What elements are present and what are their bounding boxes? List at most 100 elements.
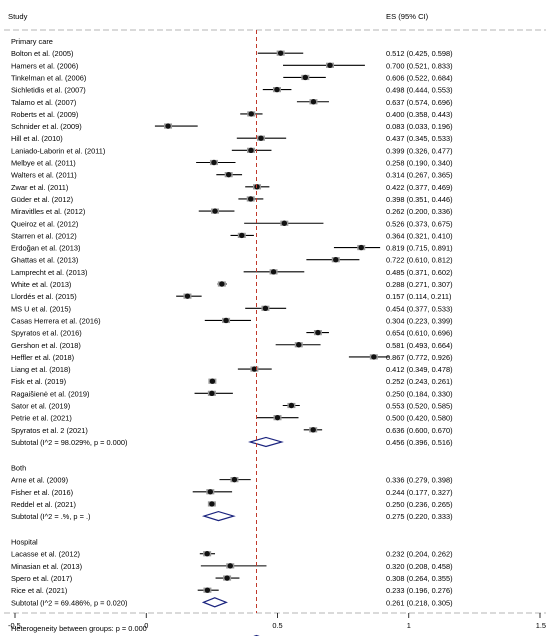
effect-size-text: 0.454 (0.377, 0.533) [386,304,453,313]
study-label: Casas Herrera et al. (2016) [11,316,101,325]
study-label: Hill et al. (2010) [11,134,63,143]
heterogeneity-text: Heterogeneity between groups: p = 0.000 [11,624,147,633]
study-label: Spyratos et al. (2016) [11,329,82,338]
study-label: Ragaišienė et al. (2019) [11,389,89,398]
point-estimate [248,147,254,154]
effect-size-text: 0.250 (0.184, 0.330) [386,389,453,398]
point-estimate [258,135,264,141]
effect-size-text: 0.288 (0.271, 0.307) [386,280,453,289]
effect-size-text: 0.308 (0.264, 0.355) [386,574,453,583]
group-heading: Primary care [11,37,53,46]
effect-size-text: 0.233 (0.196, 0.276) [386,586,453,595]
study-label: Queiroz et al. (2012) [11,219,78,228]
point-estimate [209,390,215,397]
x-tick-label: 1 [407,621,411,630]
group-heading: Hospital [11,538,38,547]
effect-size-text: 0.637 (0.574, 0.696) [386,98,453,107]
point-estimate [254,184,260,190]
study-label: Rice et al. (2021) [11,586,67,595]
point-estimate [270,269,277,275]
effect-size-text: 0.399 (0.326, 0.477) [386,146,453,155]
point-estimate [209,501,215,507]
study-label: White et al. (2013) [11,280,71,289]
effect-size-text: 0.437 (0.345, 0.533) [386,134,453,143]
point-estimate [209,378,216,384]
effect-size-text: 0.422 (0.377, 0.469) [386,183,453,192]
effect-size-text: 0.512 (0.425, 0.598) [386,49,453,58]
study-label: Lacasse et al. (2012) [11,550,80,559]
effect-size-text: 0.636 (0.600, 0.670) [386,426,453,435]
effect-size-text: 0.244 (0.177, 0.327) [386,488,453,497]
effect-size-text: 0.553 (0.520, 0.585) [386,402,453,411]
study-label: Talamo et al. (2007) [11,98,76,107]
study-label: Roberts et al. (2009) [11,110,78,119]
study-label: Erdoğan et al. (2013) [11,244,80,253]
study-label: Zwar et al. (2011) [11,183,68,192]
point-estimate [310,99,317,105]
study-label: Walters et al. (2011) [11,171,77,180]
subtotal-label: Subtotal (I^2 = 98.029%, p = 0.000) [11,438,127,447]
effect-size-text: 0.700 (0.521, 0.833) [386,61,453,70]
effect-size-text: 0.498 (0.444, 0.553) [386,86,453,95]
study-label: Laniado-Laborin et al. (2011) [11,146,105,155]
study-label: Starren et al. (2012) [11,231,77,240]
x-tick-label: 0.5 [272,621,282,630]
study-label: Spyratos et al. 2 (2021) [11,426,88,435]
study-label: Spero et al. (2017) [11,574,72,583]
study-label: Lamprecht et al. (2013) [11,268,87,277]
x-tick-label: -0.5 [8,621,21,630]
effect-size-text: 0.654 (0.610, 0.696) [386,329,453,338]
x-tick-label: 0 [144,621,148,630]
effect-size-text: 0.232 (0.204, 0.262) [386,550,453,559]
study-label: Fisher et al. (2016) [11,488,73,497]
effect-size-text: 0.400 (0.358, 0.443) [386,110,453,119]
effect-size-text: 0.526 (0.373, 0.675) [386,219,453,228]
study-label: Bolton et al. (2005) [11,49,73,58]
subtotal-diamond [201,597,228,608]
point-estimate [251,366,258,372]
effect-size-text: 0.320 (0.208, 0.458) [386,562,453,571]
effect-size-text: 0.262 (0.200, 0.336) [386,207,453,216]
point-estimate [358,244,364,251]
subtotal-effect-text: 0.261 (0.218, 0.305) [386,598,453,607]
effect-size-text: 0.252 (0.243, 0.261) [386,377,453,386]
point-estimate [184,293,191,299]
point-estimate [371,354,377,360]
subtotal-effect-text: 0.275 (0.220, 0.333) [386,512,453,521]
effect-size-text: 0.485 (0.371, 0.602) [386,268,453,277]
point-estimate [239,232,245,239]
effect-size-text: 0.819 (0.715, 0.891) [386,244,453,253]
point-estimate [212,208,218,214]
study-label: Heffler et al. (2018) [11,353,74,362]
point-estimate [225,171,232,178]
plot-layer: Primary care Bolton et al. (2005) 0.512 (0… [4,29,546,636]
study-label: Llordés et al. (2015) [11,292,77,301]
effect-size-text: 0.314 (0.267, 0.365) [386,171,453,180]
point-estimate [223,317,229,324]
subtotal-label: Subtotal (I^2 = 69.486%, p = 0.020) [11,598,127,607]
study-label: Liang et al. (2018) [11,365,71,374]
point-estimate [327,62,333,68]
point-estimate [204,587,211,593]
es-column-header: ES (95% CI) [386,12,429,21]
point-estimate [231,476,238,483]
subtotal-label: Subtotal (I^2 = .%, p = .) [11,512,90,521]
group-heading: Both [11,463,26,472]
subtotal-effect-text: 0.456 (0.396, 0.516) [386,438,453,447]
effect-size-text: 0.258 (0.190, 0.340) [386,159,453,168]
study-label: Sator et al. (2019) [11,402,70,411]
effect-size-text: 0.412 (0.349, 0.478) [386,365,453,374]
point-estimate [207,489,213,495]
study-label: Reddel et al. (2021) [11,500,76,509]
effect-size-text: 0.500 (0.420, 0.580) [386,414,453,423]
effect-size-text: 0.581 (0.493, 0.664) [386,341,453,350]
x-tick-label: 1.5 [536,621,546,630]
study-label: Güder et al. (2012) [11,195,73,204]
point-estimate [315,329,321,336]
study-label: Melbye et al. (2011) [11,159,76,168]
effect-size-text: 0.083 (0.033, 0.196) [386,122,453,131]
study-label: Gershon et al. (2018) [11,341,81,350]
point-estimate [248,111,254,117]
point-estimate [274,86,280,93]
